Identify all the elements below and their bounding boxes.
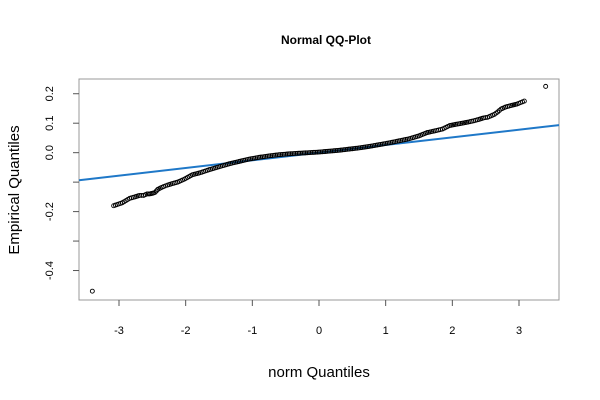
qq-point (298, 150, 304, 156)
qq-point (224, 161, 230, 167)
qq-point (288, 151, 294, 157)
qq-point (336, 147, 342, 153)
qq-point (384, 140, 390, 146)
qq-point (279, 151, 285, 157)
qq-point (291, 151, 297, 157)
qq-point (451, 122, 457, 128)
qq-point (394, 138, 400, 144)
qq-point (309, 150, 315, 155)
qq-point (319, 149, 325, 155)
qq-point (348, 146, 354, 152)
qq-point (329, 148, 335, 154)
qq-point (333, 148, 339, 154)
qq-point (346, 146, 352, 152)
qq-point (314, 149, 320, 155)
qq-point (543, 83, 549, 89)
qq-point (328, 148, 334, 154)
x-tick-label: 0 (316, 325, 322, 337)
qq-point (271, 152, 277, 158)
qq-point (269, 153, 275, 158)
qq-point (89, 288, 95, 294)
qq-point (351, 146, 357, 151)
qq-point (324, 148, 330, 154)
qq-point (326, 148, 332, 154)
qq-point (281, 151, 287, 157)
qq-point (496, 108, 502, 113)
qq-point (301, 150, 307, 156)
qq-point (313, 149, 319, 155)
qq-point (283, 151, 289, 157)
qq-point (364, 144, 370, 150)
y-tick-label: -0.2 (44, 202, 56, 221)
qq-point (341, 147, 347, 153)
x-axis: -3 -2 -1 0 1 2 3 (114, 300, 522, 337)
qq-point (311, 149, 317, 155)
data-points (89, 83, 549, 294)
qq-point (422, 130, 428, 136)
qq-point (273, 152, 279, 158)
qq-point (284, 151, 290, 157)
qq-point (338, 147, 344, 153)
qq-point (306, 150, 312, 156)
qq-point (493, 110, 499, 116)
qq-point (296, 150, 302, 156)
x-tick-label: -2 (181, 325, 191, 337)
y-tick-label: 0.2 (44, 86, 56, 101)
qq-point (506, 103, 512, 109)
qq-point (353, 145, 359, 151)
qq-point (520, 99, 525, 105)
qq-point (321, 149, 327, 155)
qq-point (316, 149, 322, 155)
y-tick-label: 0.0 (44, 145, 56, 160)
x-tick-label: 2 (449, 325, 455, 337)
qq-point (148, 191, 154, 197)
plot-frame (78, 78, 560, 301)
qq-point (343, 147, 349, 152)
x-axis-label: norm Quantiles (268, 364, 370, 381)
qq-point (244, 157, 250, 162)
qq-point (268, 153, 274, 159)
y-tick-label: -0.4 (44, 261, 56, 280)
qq-point (303, 150, 309, 156)
qq-point (234, 159, 240, 165)
qq-point (254, 155, 260, 161)
qq-point (323, 149, 329, 154)
qq-point (304, 150, 310, 156)
qq-point (293, 151, 299, 156)
qq-point (331, 148, 337, 154)
qq-point (464, 119, 470, 125)
qq-point (374, 142, 380, 148)
qq-point (145, 191, 151, 197)
qq-point (354, 145, 360, 151)
qq-point (142, 192, 148, 198)
chart-title: Normal QQ-Plot (281, 33, 371, 47)
y-axis: -0.4 -0.2 0.0 0.1 0.2 (44, 86, 79, 280)
y-tick-label: 0.1 (44, 116, 56, 131)
qq-point (349, 146, 355, 152)
qq-point (344, 146, 350, 152)
y-axis-label: Empirical Quantiles (6, 125, 23, 254)
qq-point (458, 121, 464, 126)
qq-point (286, 151, 292, 157)
qq-point (294, 150, 300, 156)
x-tick-label: -1 (247, 325, 257, 337)
qq-point (339, 147, 345, 153)
qq-point (334, 148, 340, 153)
qq-point (274, 152, 280, 158)
x-tick-label: 1 (383, 325, 389, 337)
qq-point (276, 152, 282, 158)
x-tick-label: 3 (516, 325, 522, 337)
qq-point (264, 153, 270, 159)
qq-point (299, 150, 305, 156)
qq-point (278, 152, 284, 158)
x-tick-label: -3 (114, 325, 124, 337)
qq-point (289, 151, 295, 157)
qq-point (308, 150, 314, 156)
qq-point (318, 149, 324, 155)
qq-point (404, 136, 410, 142)
